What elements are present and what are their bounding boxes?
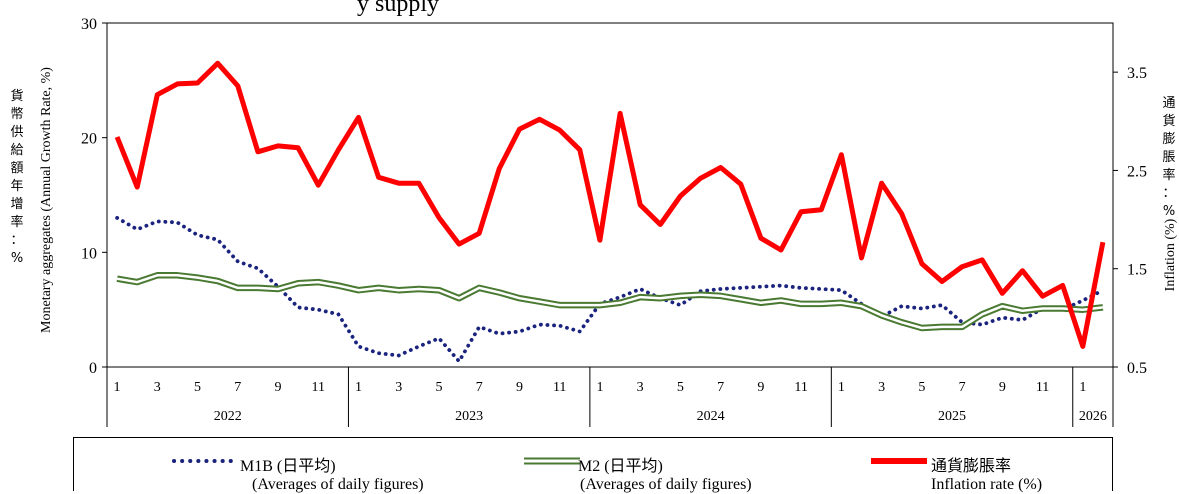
left-axis-ticks: 0 10 20 30: [81, 16, 107, 377]
y-left-zh-char: 額: [10, 161, 23, 176]
plot-frame: [106, 22, 1114, 368]
x-month-label: 9: [757, 380, 764, 395]
x-month-label: 1: [114, 380, 121, 395]
x-month-label: 1: [1079, 380, 1086, 395]
y-left-zh-char: 幣: [10, 107, 23, 122]
right-tick-label: 2.5: [1127, 163, 1147, 180]
legend-swatch-inflation: [871, 458, 927, 464]
legend-swatch-m2: [524, 457, 580, 465]
y-left-zh-char: 率: [10, 214, 23, 230]
x-month-label: 7: [717, 380, 724, 395]
left-tick-label: 20: [81, 131, 97, 148]
x-year-label: 2024: [697, 409, 725, 424]
x-month-label: 11: [1036, 380, 1049, 395]
series-line-inflation: [114, 60, 1106, 349]
x-month-label: 3: [878, 380, 885, 395]
x-month-label: 11: [794, 380, 807, 395]
x-month-label: 5: [918, 380, 925, 395]
y-right-axis-label: Inflation (%): [1163, 218, 1178, 291]
series-line-m2-inner: [116, 274, 1104, 330]
x-month-label: 5: [677, 380, 684, 395]
x-year-label: 2023: [455, 409, 483, 424]
x-year-label: 2022: [214, 409, 242, 424]
legend-label-m1b: M1B (日平均): [240, 458, 336, 475]
y-left-axis-label: Monetary aggregates (Annual Growth Rate,…: [39, 67, 54, 333]
y-right-zh-char: 貨: [1162, 113, 1175, 129]
y-right-zh-char: %: [1163, 204, 1175, 219]
x-month-label: 9: [275, 380, 282, 395]
x-month-label: 5: [194, 380, 201, 395]
legend-sub-m2: (Averages of daily figures): [580, 476, 752, 493]
y-right-zh-char: 通: [1162, 96, 1175, 111]
y-left-zh-char: %: [11, 251, 23, 266]
legend-label-m2: M2 (日平均): [578, 458, 663, 475]
y-left-zh-char: 供: [10, 125, 23, 140]
x-month-label: 3: [637, 380, 644, 395]
x-month-label: 1: [596, 380, 603, 395]
x-month-label: 9: [999, 380, 1006, 395]
y-right-zh-char: ：: [1162, 186, 1175, 201]
y-left-zh-char: 增: [10, 197, 23, 212]
x-year-label: 2026: [1079, 409, 1107, 424]
y-left-zh-char: ：: [10, 233, 23, 248]
x-month-label: 7: [234, 380, 241, 395]
y-right-zh-char: 脹: [1162, 150, 1175, 165]
y-right-zh-char: 率: [1162, 167, 1175, 183]
left-tick-label: 30: [81, 16, 97, 33]
y-left-zh-char: 貨: [10, 88, 23, 104]
right-tick-label: 0.5: [1127, 360, 1147, 377]
x-month-label: 9: [516, 380, 523, 395]
x-month-label: 5: [435, 380, 442, 395]
x-month-label: 1: [838, 380, 845, 395]
legend-sub-inflation: Inflation rate (%): [931, 476, 1043, 493]
left-tick-label: 10: [81, 245, 97, 262]
x-month-label: 3: [154, 380, 161, 395]
y-left-zh-char: 年: [10, 179, 23, 194]
x-month-label: 1: [355, 380, 362, 395]
legend-sub-m1b: (Averages of daily figures): [252, 476, 424, 493]
x-month-label: 7: [959, 380, 966, 395]
left-tick-label: 0: [89, 360, 97, 377]
series-layer: [114, 60, 1106, 364]
y-right-zh-char: 膨: [1162, 132, 1175, 147]
legend-swatch-m1b: [172, 459, 238, 463]
right-tick-label: 1.5: [1127, 262, 1147, 279]
y-left-zh-char: 給: [10, 143, 23, 158]
right-axis-ticks: 0.5 1.5 2.5 3.5: [1113, 65, 1147, 377]
x-year-label: 2025: [938, 409, 966, 424]
series-line-m2: [116, 272, 1104, 332]
x-month-label: 11: [553, 380, 566, 395]
legend-label-inflation: 通貨膨脹率: [931, 458, 1012, 475]
x-month-label: 11: [312, 380, 325, 395]
chart-title: y supply: [357, 0, 439, 17]
x-month-label: 3: [395, 380, 402, 395]
legend: M1B (日平均) (Averages of daily figures) M2…: [73, 437, 1113, 493]
x-month-label: 7: [476, 380, 483, 395]
right-tick-label: 3.5: [1127, 65, 1147, 82]
y-right-axis-label-zh: 通貨膨脹率 ：%: [1162, 96, 1175, 219]
